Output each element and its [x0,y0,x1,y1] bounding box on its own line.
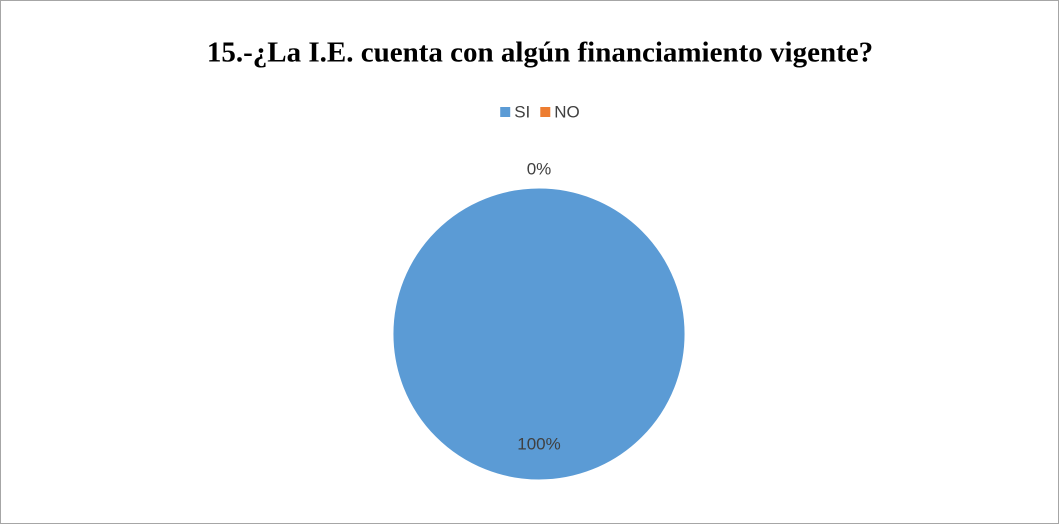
legend-swatch [540,107,551,117]
legend-label: SI [514,102,530,121]
data-label: 0% [527,159,552,178]
legend-swatch [500,107,511,117]
data-label: 100% [517,434,560,453]
legend-label: NO [554,102,580,121]
chart-title: 15.-¿La I.E. cuenta con algún financiami… [207,37,873,69]
pie-slice [392,187,686,481]
